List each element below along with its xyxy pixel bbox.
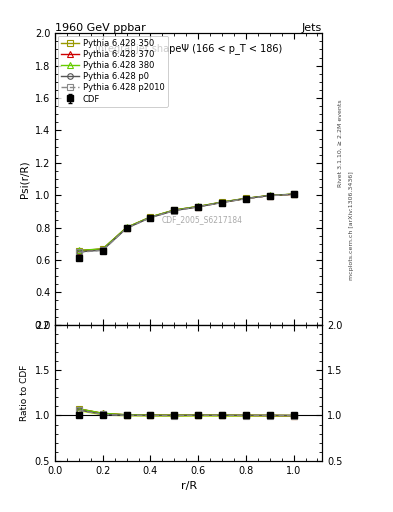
Pythia 6.428 350 bbox=[267, 193, 272, 199]
Pythia 6.428 370 bbox=[100, 246, 105, 252]
Pythia 6.428 370 bbox=[267, 193, 272, 199]
Line: Pythia 6.428 370: Pythia 6.428 370 bbox=[76, 191, 296, 253]
Pythia 6.428 380 bbox=[244, 195, 248, 201]
Text: CDF_2005_S6217184: CDF_2005_S6217184 bbox=[162, 216, 242, 224]
Pythia 6.428 370 bbox=[244, 196, 248, 202]
Pythia 6.428 p0 bbox=[148, 215, 153, 221]
Text: Integral jet shapeΨ (166 < p_T < 186): Integral jet shapeΨ (166 < p_T < 186) bbox=[95, 44, 282, 54]
Legend: Pythia 6.428 350, Pythia 6.428 370, Pythia 6.428 380, Pythia 6.428 p0, Pythia 6.: Pythia 6.428 350, Pythia 6.428 370, Pyth… bbox=[57, 36, 167, 107]
Pythia 6.428 p0 bbox=[100, 247, 105, 253]
Line: Pythia 6.428 380: Pythia 6.428 380 bbox=[76, 191, 296, 253]
Pythia 6.428 380 bbox=[148, 214, 153, 220]
Pythia 6.428 370 bbox=[196, 203, 200, 209]
Line: Pythia 6.428 p2010: Pythia 6.428 p2010 bbox=[76, 191, 296, 255]
Pythia 6.428 p2010 bbox=[172, 207, 177, 214]
Pythia 6.428 350 bbox=[172, 207, 177, 213]
Pythia 6.428 p0 bbox=[244, 196, 248, 202]
Pythia 6.428 380 bbox=[267, 193, 272, 199]
Pythia 6.428 p0 bbox=[196, 204, 200, 210]
Pythia 6.428 370 bbox=[148, 214, 153, 220]
Pythia 6.428 370 bbox=[124, 225, 129, 231]
Pythia 6.428 380 bbox=[220, 199, 224, 205]
Pythia 6.428 350 bbox=[244, 196, 248, 202]
Pythia 6.428 p0 bbox=[124, 225, 129, 231]
Pythia 6.428 p0 bbox=[291, 191, 296, 197]
Pythia 6.428 p0 bbox=[267, 193, 272, 199]
Pythia 6.428 380 bbox=[291, 191, 296, 197]
Pythia 6.428 p0 bbox=[220, 200, 224, 206]
Pythia 6.428 p2010 bbox=[267, 193, 272, 199]
Pythia 6.428 p2010 bbox=[124, 225, 129, 231]
Text: Rivet 3.1.10, ≥ 2.2M events: Rivet 3.1.10, ≥ 2.2M events bbox=[338, 99, 342, 187]
Pythia 6.428 p2010 bbox=[291, 191, 296, 198]
Pythia 6.428 380 bbox=[196, 203, 200, 209]
Pythia 6.428 370 bbox=[77, 247, 81, 253]
Pythia 6.428 p2010 bbox=[77, 249, 81, 255]
Line: Pythia 6.428 p0: Pythia 6.428 p0 bbox=[76, 191, 296, 254]
Pythia 6.428 380 bbox=[124, 224, 129, 230]
Y-axis label: Psi(r/R): Psi(r/R) bbox=[19, 160, 29, 198]
Pythia 6.428 350 bbox=[148, 214, 153, 220]
Pythia 6.428 p2010 bbox=[220, 200, 224, 206]
Pythia 6.428 p2010 bbox=[100, 247, 105, 253]
Text: Jets: Jets bbox=[302, 23, 322, 32]
Pythia 6.428 370 bbox=[291, 191, 296, 197]
Pythia 6.428 350 bbox=[196, 203, 200, 209]
Y-axis label: Ratio to CDF: Ratio to CDF bbox=[20, 365, 29, 421]
X-axis label: r/R: r/R bbox=[180, 481, 197, 491]
Text: 1960 GeV ppbar: 1960 GeV ppbar bbox=[55, 23, 146, 32]
Pythia 6.428 p2010 bbox=[244, 196, 248, 202]
Pythia 6.428 p2010 bbox=[148, 215, 153, 221]
Pythia 6.428 p2010 bbox=[196, 204, 200, 210]
Pythia 6.428 p0 bbox=[172, 207, 177, 214]
Pythia 6.428 380 bbox=[172, 207, 177, 213]
Pythia 6.428 380 bbox=[77, 247, 81, 253]
Pythia 6.428 350 bbox=[100, 246, 105, 252]
Text: mcplots.cern.ch [arXiv:1306.3436]: mcplots.cern.ch [arXiv:1306.3436] bbox=[349, 171, 354, 280]
Pythia 6.428 350 bbox=[220, 199, 224, 205]
Pythia 6.428 p0 bbox=[77, 249, 81, 255]
Pythia 6.428 350 bbox=[291, 191, 296, 197]
Pythia 6.428 370 bbox=[220, 199, 224, 205]
Pythia 6.428 380 bbox=[100, 246, 105, 252]
Pythia 6.428 350 bbox=[77, 248, 81, 254]
Line: Pythia 6.428 350: Pythia 6.428 350 bbox=[76, 191, 296, 253]
Pythia 6.428 350 bbox=[124, 225, 129, 231]
Pythia 6.428 370 bbox=[172, 207, 177, 213]
